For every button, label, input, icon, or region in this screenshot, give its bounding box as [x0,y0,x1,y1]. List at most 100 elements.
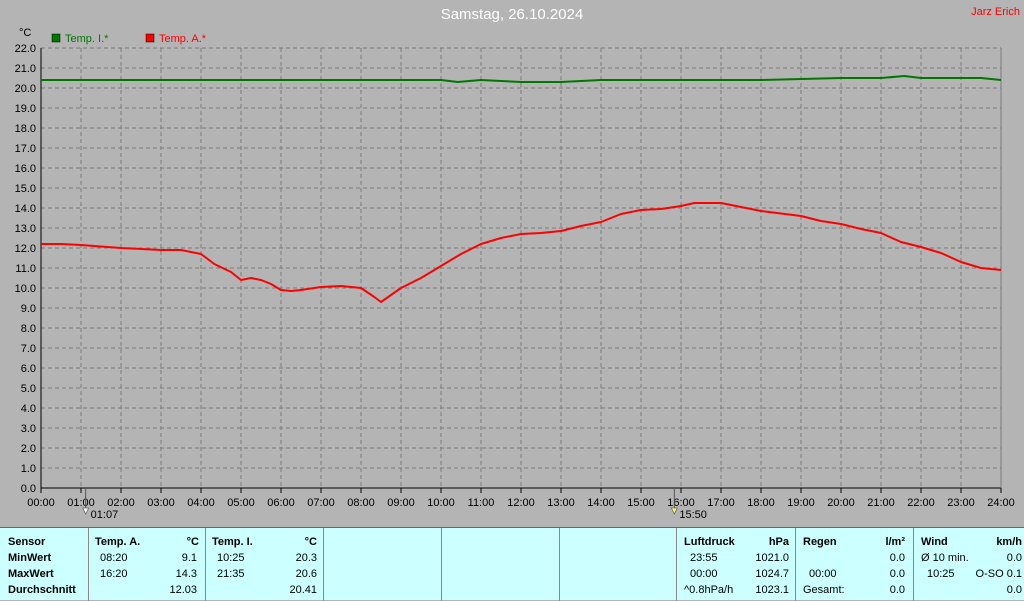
x-tick-label: 22:00 [907,497,935,509]
author-name: Jarz Erich [971,6,1020,18]
x-tick-label: 05:00 [227,497,255,509]
legend-swatch [145,33,155,43]
sensor-column: Sensor MinWert MaxWert Durchschnitt [0,528,89,601]
wind-max-time: 10:25 [927,568,955,580]
temp-i-min-value: 20.3 [295,552,317,564]
temp-a-min-time: 08:20 [100,552,128,564]
y-tick-label: 16.0 [15,163,36,175]
temp-i-max-time: 21:35 [217,568,245,580]
series-lines [41,75,1002,303]
y-tick-label: 3.0 [21,423,36,435]
y-tick-label: 6.0 [21,363,36,375]
y-tick-label: 14.0 [15,203,36,215]
rain-max-time: 00:00 [809,568,837,580]
x-tick-label: 04:00 [187,497,215,509]
x-tick-label: 15:00 [627,497,655,509]
wind-avg-label: Ø 10 min. [921,552,969,564]
empty-column-2 [442,528,560,601]
series-line-temp-a [41,202,1002,303]
y-axis-unit: °C [19,27,31,39]
y-tick-label: 2.0 [21,443,36,455]
temp-a-avg-value: 12.03 [169,584,197,596]
sunrise-icon [82,507,90,515]
row-label-min: MinWert [8,552,52,564]
x-tick-label: 00:00 [27,497,55,509]
legend-label: Temp. A.* [159,33,207,45]
y-tick-label: 4.0 [21,403,36,415]
series-line-temp-i [41,75,1002,83]
pressure-max-time: 00:00 [690,568,718,580]
temp-i-column: Temp. I. °C 10:25 20.3 21:35 20.6 20.41 [206,528,324,601]
wind-avg-value: 0.0 [1006,552,1022,564]
y-tick-label: 20.0 [15,83,36,95]
y-tick-label: 9.0 [21,303,36,315]
y-tick-label: 11.0 [15,263,36,275]
rain-min-value: 0.0 [889,552,905,564]
temp-i-header: Temp. I. [212,536,253,548]
wind-unit: km/h [996,536,1022,548]
legend: Temp. I.* Temp. A.* [51,33,207,45]
temp-i-unit: °C [304,536,317,548]
temp-a-max-time: 16:20 [100,568,128,580]
row-label-avg: Durchschnitt [8,584,76,596]
temp-i-max-value: 20.6 [295,568,317,580]
y-tick-label: 19.0 [15,103,36,115]
empty-column-3 [560,528,677,601]
y-tick-label: 10.0 [15,283,36,295]
x-tick-label: 23:00 [947,497,975,509]
wind-column: Wind km/h Ø 10 min. 0.0 10:25 O-SO 0.1 0… [914,528,1024,601]
row-label-max: MaxWert [8,568,54,580]
wind-max-value: O-SO 0.1 [975,568,1022,580]
empty-column-1 [324,528,442,601]
temp-a-column: Temp. A. °C 08:20 9.1 16:20 14.3 12.03 [89,528,206,601]
pressure-max-value: 1024.7 [755,568,789,580]
temperature-chart: 0.0 1.0 2.0 3.0 4.0 5.0 6.0 7.0 8.0 9.0 10.0 11.0 12… [15,27,1015,521]
rain-header: Regen [803,536,837,548]
pressure-unit: hPa [768,536,789,548]
y-tick-label: 1.0 [21,463,36,475]
grid [41,47,1002,488]
pressure-min-value: 1021.0 [755,552,789,564]
x-tick-label: 19:00 [787,497,815,509]
y-tick-label: 15.0 [15,183,36,195]
x-tick-label: 14:00 [587,497,615,509]
x-tick-label: 02:00 [107,497,135,509]
x-tick-label: 13:00 [547,497,575,509]
x-tick-label: 06:00 [267,497,295,509]
x-tick-label: 21:00 [867,497,895,509]
pressure-column: Luftdruck hPa 23:55 1021.0 00:00 1024.7 … [677,528,796,601]
x-tick-label: 01:00 [67,497,95,509]
y-tick-label: 17.0 [15,143,36,155]
y-tick-label: 21.0 [15,63,36,75]
rain-total-label: Gesamt: [803,584,845,596]
rain-total-value: 0.0 [889,584,905,596]
x-tick-label: 09:00 [387,497,415,509]
y-tick-label: 0.0 [21,483,36,495]
sensor-header: Sensor [8,536,46,548]
temp-i-avg-value: 20.41 [289,584,317,596]
temp-a-min-value: 9.1 [181,552,197,564]
pressure-header: Luftdruck [684,536,735,548]
rain-column: Regen l/m² 0.0 0.0 00:00 Gesamt: 0.0 [796,528,914,601]
y-tick-label: 5.0 [21,383,36,395]
sunset-icon [670,507,678,515]
y-tick-label: 12.0 [15,243,36,255]
temp-i-min-time: 10:25 [217,552,245,564]
legend-swatch [51,33,61,43]
y-tick-label: 8.0 [21,323,36,335]
rain-max-value: 0.0 [889,568,905,580]
x-tick-label: 18:00 [747,497,775,509]
sunrise-label: 01:07 [91,509,119,521]
x-tick-label: 20:00 [827,497,855,509]
x-axis-ticks: 00:00 01:00 02:00 03:00 04:00 05:00 06:00 07:00… [27,488,1015,509]
wind-header: Wind [921,536,948,548]
x-tick-label: 17:00 [707,497,735,509]
sun-markers: 01:07 15:50 [82,488,707,521]
statistics-table: Sensor MinWert MaxWert Durchschnitt Temp… [0,527,1024,601]
y-tick-label: 22.0 [15,43,36,55]
x-tick-label: 07:00 [307,497,335,509]
temp-a-header: Temp. A. [95,536,141,548]
legend-label: Temp. I.* [65,33,109,45]
x-tick-label: 08:00 [347,497,375,509]
pressure-trend: ^0.8hPa/h [684,584,734,596]
